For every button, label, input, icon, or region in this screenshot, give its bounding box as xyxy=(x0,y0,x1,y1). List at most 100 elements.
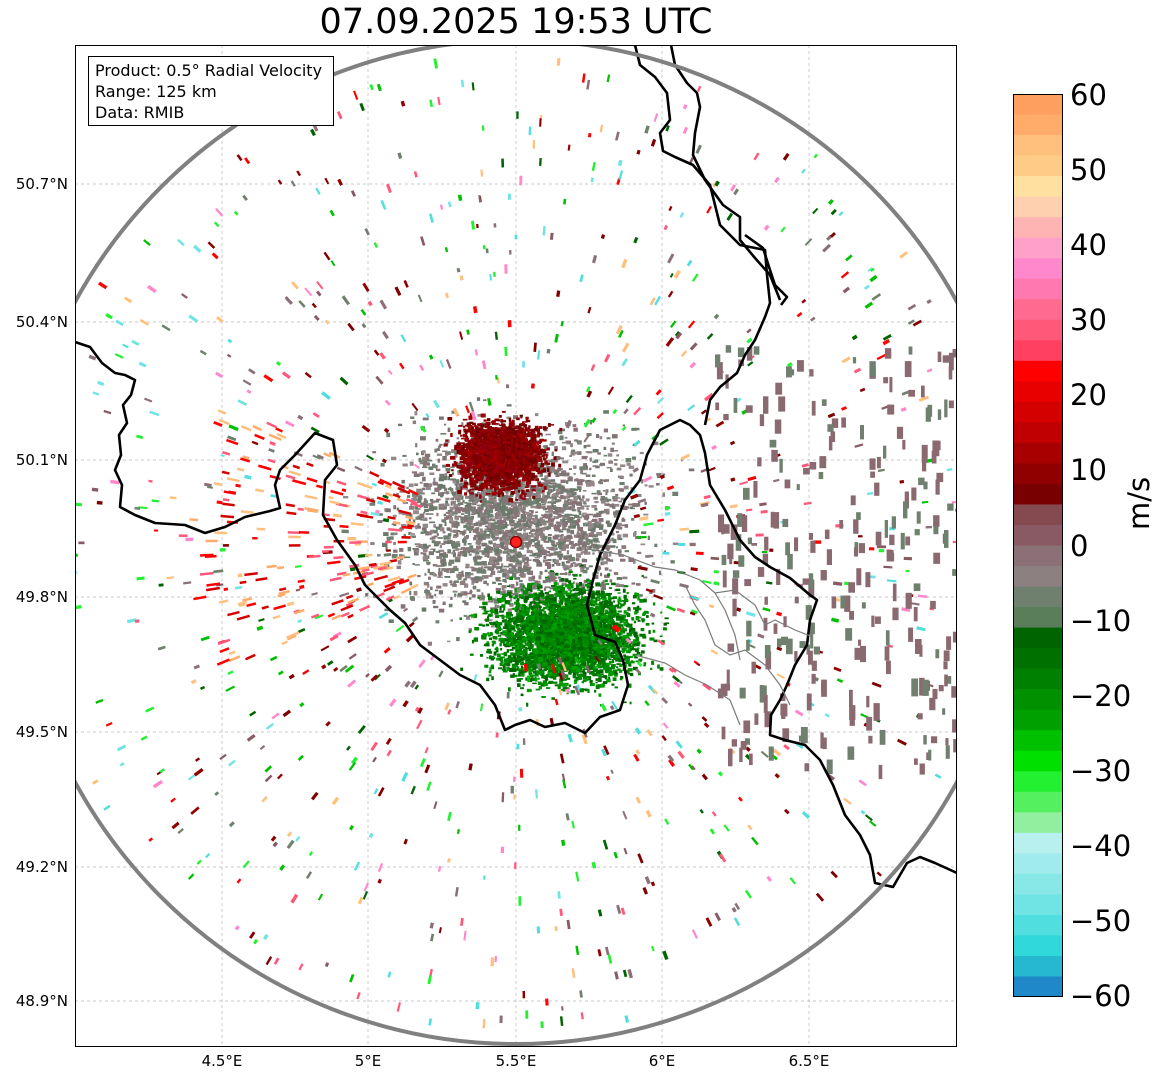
echo-gate xyxy=(513,440,517,444)
echo-gate xyxy=(530,492,534,494)
echo-gate xyxy=(563,556,566,560)
echo-gate xyxy=(423,503,429,509)
echo-gate xyxy=(600,500,606,504)
echo-gate xyxy=(600,496,605,501)
echo-gate xyxy=(596,523,601,528)
echo-gate xyxy=(517,490,521,493)
echo-gate xyxy=(549,506,553,510)
echo-gate xyxy=(531,466,535,471)
echo-gate xyxy=(543,485,547,490)
echo-gate xyxy=(585,498,590,502)
echo-gate xyxy=(649,590,653,594)
echo-gate xyxy=(460,450,465,456)
echo-gate xyxy=(415,525,418,530)
echo-gate xyxy=(522,479,526,482)
echo-gate xyxy=(502,459,505,463)
echo-gate xyxy=(468,476,472,478)
echo-gate xyxy=(546,520,549,524)
echo-gate xyxy=(423,552,427,556)
echo-gate xyxy=(619,475,624,479)
echo-gate xyxy=(589,467,592,471)
echo-gate xyxy=(451,500,456,505)
echo-gate xyxy=(464,511,471,514)
echo-gate xyxy=(450,583,456,586)
echo-gate xyxy=(509,602,514,607)
echo-gate xyxy=(477,594,482,599)
echo-gate xyxy=(583,463,587,468)
echo-gate xyxy=(447,640,451,643)
echo-gate xyxy=(447,427,451,432)
echo-gate xyxy=(459,469,464,473)
echo-gate xyxy=(491,570,496,575)
echo-gate xyxy=(523,500,528,505)
echo-gate xyxy=(461,422,464,427)
echo-gate xyxy=(551,489,554,492)
echo-gate xyxy=(455,493,459,497)
echo-gate xyxy=(648,485,654,488)
echo-gate xyxy=(559,572,566,575)
echo-gate xyxy=(480,566,484,571)
echo-gate xyxy=(600,561,604,566)
echo-gate xyxy=(562,564,567,569)
echo-gate xyxy=(481,465,485,469)
echo-gate xyxy=(611,434,618,439)
echo-gate xyxy=(419,472,425,477)
echo-gate xyxy=(483,577,489,579)
echo-gate xyxy=(549,587,556,590)
echo-gate xyxy=(537,452,541,455)
echo-gate xyxy=(442,561,447,567)
echo-gate xyxy=(478,535,481,540)
echo-gate xyxy=(502,524,508,529)
echo-gate xyxy=(507,479,510,484)
echo-gate xyxy=(461,580,465,583)
echo-gate xyxy=(524,421,528,423)
echo-gate xyxy=(446,568,452,571)
echo-gate xyxy=(553,511,558,515)
echo-gate xyxy=(510,511,515,515)
echo-gate xyxy=(498,490,503,493)
echo-gate xyxy=(419,489,422,493)
echo-gate xyxy=(425,592,432,596)
echo-gate xyxy=(522,429,528,431)
echo-gate xyxy=(510,422,515,425)
echo-gate xyxy=(465,437,470,442)
echo-gate xyxy=(532,500,536,504)
echo-gate xyxy=(545,479,551,484)
echo-gate xyxy=(616,467,622,471)
echo-gate xyxy=(567,501,570,504)
echo-gate xyxy=(481,575,488,578)
echo-gate xyxy=(518,457,523,463)
echo-gate xyxy=(510,503,516,507)
echo-gate xyxy=(536,485,539,489)
echo-gate xyxy=(445,511,451,514)
echo-gate xyxy=(544,561,551,566)
echo-gate xyxy=(493,482,498,486)
echo-gate xyxy=(515,564,518,567)
echo-gate xyxy=(617,534,622,538)
echo-gate xyxy=(494,549,499,553)
echo-gate xyxy=(496,579,502,582)
echo-gate xyxy=(572,517,575,520)
echo-gate xyxy=(397,560,402,565)
echo-gate xyxy=(559,522,565,526)
echo-gate xyxy=(493,504,497,507)
echo-gate xyxy=(442,464,447,468)
echo-gate xyxy=(541,439,547,442)
echo-gate xyxy=(519,519,526,523)
echo-gate xyxy=(546,565,551,570)
echo-gate xyxy=(572,544,576,547)
echo-gate xyxy=(500,497,503,501)
echo-gate xyxy=(445,463,451,467)
echo-gate xyxy=(535,534,539,538)
echo-gate xyxy=(518,460,524,464)
echo-gate xyxy=(454,482,459,486)
echo-gate xyxy=(584,535,589,540)
echo-gate xyxy=(447,476,450,481)
echo-gate xyxy=(511,517,514,522)
echo-gate xyxy=(528,432,532,437)
echo-gate xyxy=(493,436,498,438)
echo-gate xyxy=(535,527,539,532)
echo-gate xyxy=(481,499,487,504)
echo-gate xyxy=(523,557,529,561)
echo-gate xyxy=(476,439,481,445)
